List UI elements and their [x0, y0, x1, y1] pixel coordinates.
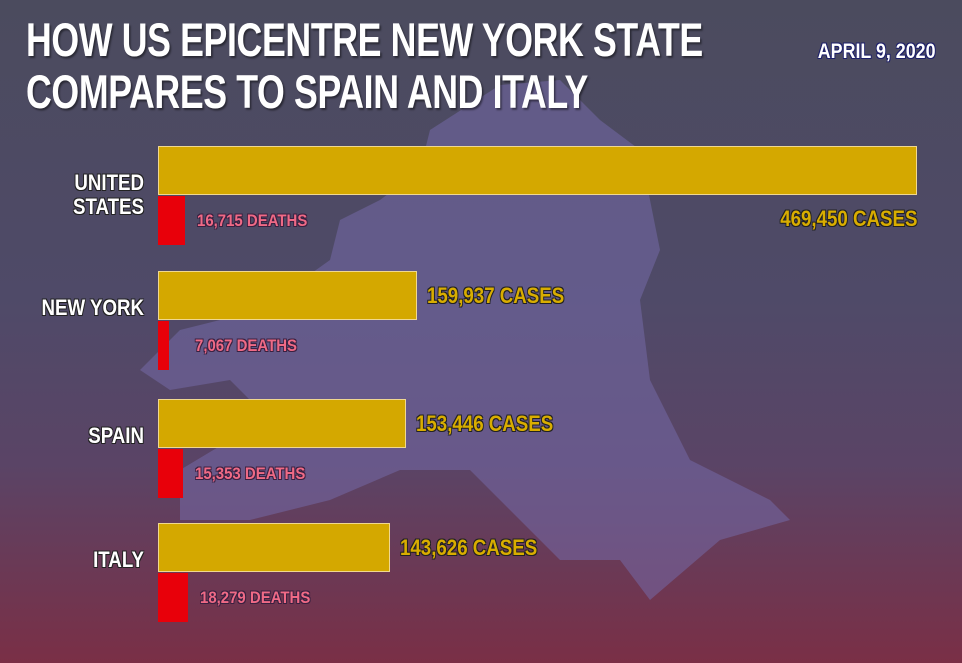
cases-bar — [158, 271, 417, 320]
deaths-label: 18,279 DEATHS — [199, 587, 310, 607]
cases-bar — [158, 146, 917, 195]
deaths-bar — [158, 573, 188, 622]
deaths-label: 15,353 DEATHS — [195, 463, 306, 483]
category-label: UNITED STATES — [72, 170, 144, 219]
cases-label: 469,450 CASES — [780, 206, 918, 231]
cases-label: 159,937 CASES — [426, 282, 564, 308]
deaths-label: 16,715 DEATHS — [197, 210, 308, 230]
cases-bar — [158, 523, 391, 572]
cases-label: 153,446 CASES — [416, 410, 554, 436]
category-label: ITALY — [93, 547, 144, 572]
category-label: SPAIN — [88, 423, 144, 448]
category-label: NEW YORK — [41, 295, 144, 320]
chart-date: APRIL 9, 2020 — [818, 40, 936, 63]
chart-title: HOW US EPICENTRE NEW YORK STATE COMPARES… — [26, 13, 703, 118]
deaths-bar — [158, 196, 186, 245]
cases-label: 143,626 CASES — [400, 534, 538, 560]
deaths-bar — [158, 321, 170, 370]
deaths-bar — [158, 449, 183, 498]
deaths-label: 7,067 DEATHS — [195, 335, 297, 355]
cases-bar — [158, 399, 407, 448]
